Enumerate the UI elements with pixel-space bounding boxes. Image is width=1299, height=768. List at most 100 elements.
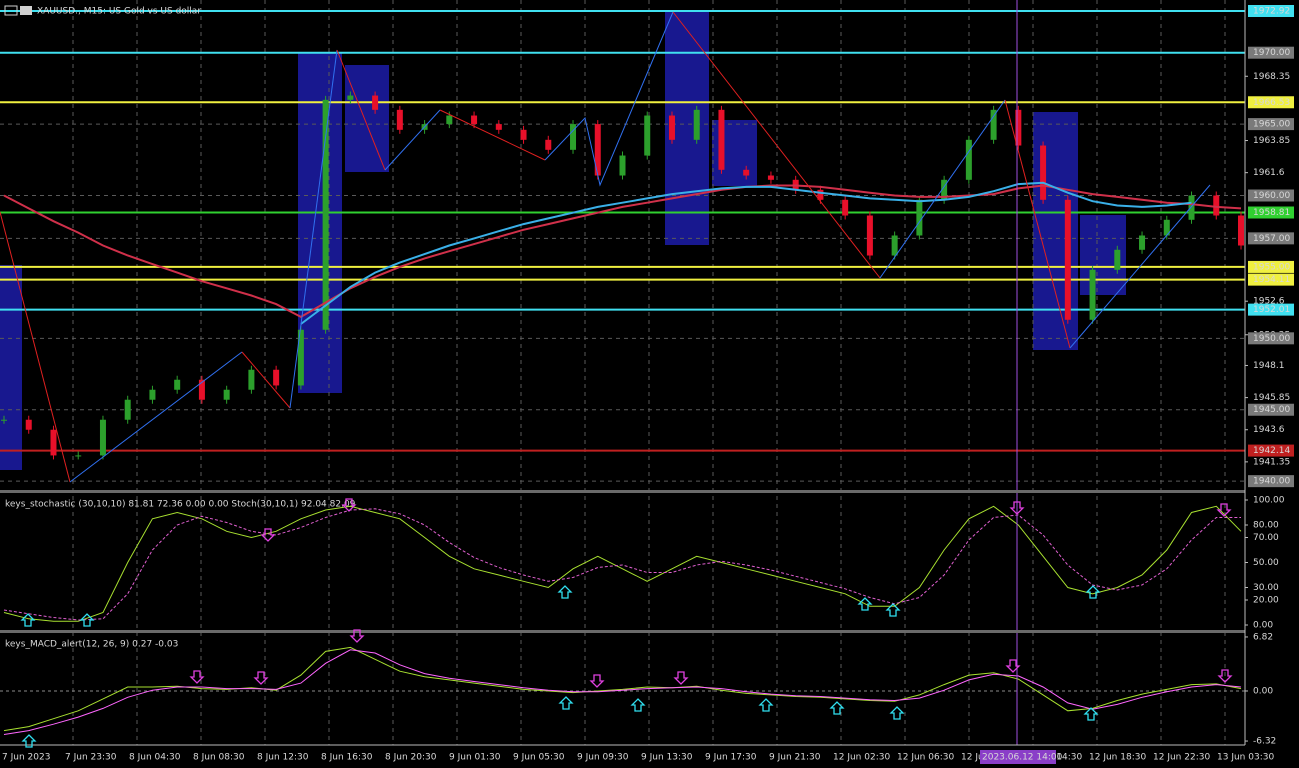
candle xyxy=(347,95,354,100)
zone xyxy=(345,65,389,172)
candle xyxy=(1114,249,1121,270)
y-tick-label: 1970.00 xyxy=(1253,48,1290,58)
sell-arrow xyxy=(349,629,365,643)
x-tick-label: 9 Jun 05:30 xyxy=(513,753,565,763)
candle xyxy=(372,95,379,110)
buy-arrow xyxy=(630,698,646,712)
x-tick-label: 12 Jun 06:30 xyxy=(897,753,954,763)
level-label: 1942.14 xyxy=(1253,446,1290,456)
y-tick-label: 0.00 xyxy=(1253,621,1273,631)
panel-divider xyxy=(0,490,1245,493)
sell-arrow xyxy=(1216,503,1232,517)
zigzag-up xyxy=(544,11,674,187)
series-line xyxy=(3,505,1242,622)
tick-box xyxy=(1248,189,1294,202)
sell-arrow xyxy=(1009,501,1025,515)
x-tick-label: 9 Jun 13:30 xyxy=(641,753,693,763)
candle xyxy=(396,109,403,130)
buy-arrow xyxy=(79,613,95,627)
candle xyxy=(1163,219,1170,236)
candle xyxy=(718,109,725,170)
x-tick-label: 12 Jun 22:30 xyxy=(1153,753,1210,763)
y-tick-label: 1957.00 xyxy=(1253,234,1290,244)
candle xyxy=(223,389,230,400)
y-tick-label: 0.00 xyxy=(1253,686,1273,696)
zigzag-down xyxy=(672,11,881,279)
y-tick-label: 1952.6 xyxy=(1253,297,1285,307)
level-box xyxy=(1248,444,1294,457)
level-box xyxy=(1248,96,1294,109)
candle xyxy=(297,329,304,386)
sell-arrow xyxy=(189,670,205,684)
buy-arrow xyxy=(857,597,873,611)
zigzag-down xyxy=(0,211,71,483)
candle xyxy=(1015,109,1022,146)
y-tick-label: 80.00 xyxy=(1253,521,1279,531)
candle xyxy=(743,169,750,176)
candle xyxy=(75,455,82,457)
x-tick-label: 12 Jun 02:30 xyxy=(833,753,890,763)
y-tick-label: 70.00 xyxy=(1253,533,1279,543)
candle xyxy=(471,115,478,125)
x-tick-label: 8 Jun 12:30 xyxy=(257,753,309,763)
crosshair-label: 2023.06.12 14:00 xyxy=(982,753,1063,763)
buy-arrow xyxy=(758,698,774,712)
x-tick-label: 8 Jun 20:30 xyxy=(385,753,437,763)
series-line xyxy=(3,649,1242,735)
icon xyxy=(4,5,18,16)
zigzag-up xyxy=(69,351,243,483)
y-tick-label: 1961.6 xyxy=(1253,168,1285,178)
sell-arrow xyxy=(673,671,689,685)
candle xyxy=(99,419,106,456)
indicator-title: keys_MACD_alert(12, 26, 9) 0.27 -0.03 xyxy=(5,640,178,650)
level-label: 1966.53 xyxy=(1253,98,1290,108)
sell-arrow xyxy=(1217,669,1233,683)
level-box xyxy=(1248,303,1294,316)
buy-arrow xyxy=(829,701,845,715)
candle xyxy=(495,124,502,130)
candle xyxy=(520,129,527,140)
x-tick-label: 7 Jun 2023 xyxy=(2,753,50,763)
y-tick-label: 1945.85 xyxy=(1253,393,1290,403)
candle xyxy=(248,369,255,390)
signal-arrows xyxy=(20,498,1233,748)
series-line xyxy=(3,184,1242,319)
panel-divider xyxy=(0,630,1245,633)
y-tick-label: 20.00 xyxy=(1253,596,1279,606)
candle xyxy=(668,115,675,140)
sell-arrow xyxy=(341,498,357,512)
buy-arrow xyxy=(21,734,37,748)
sell-arrow xyxy=(253,671,269,685)
indicator-title: keys_stochastic (30,10,10) 81.81 72.36 0… xyxy=(5,500,356,510)
sell-arrow xyxy=(260,528,276,542)
candle xyxy=(198,379,205,400)
y-tick-label: 1965.00 xyxy=(1253,120,1290,130)
buy-arrow xyxy=(557,585,573,599)
zigzag-up xyxy=(384,109,441,171)
buy-arrow xyxy=(20,613,36,627)
candle xyxy=(124,399,131,420)
candle xyxy=(1238,215,1244,246)
level-box xyxy=(1248,4,1294,17)
level-label: 1958.81 xyxy=(1253,208,1290,218)
icon xyxy=(20,6,32,15)
zone xyxy=(0,265,22,470)
level-label: 1954.11 xyxy=(1253,275,1290,285)
x-tick-label: 9 Jun 17:30 xyxy=(705,753,757,763)
candle xyxy=(570,124,577,150)
zone xyxy=(298,52,342,393)
candle xyxy=(965,139,972,180)
tick-box xyxy=(1248,118,1294,131)
candle xyxy=(1139,235,1146,250)
level-label: 1952.01 xyxy=(1253,305,1290,315)
y-tick-label: 100.00 xyxy=(1253,496,1285,506)
buy-arrow xyxy=(1085,585,1101,599)
y-tick-label: 50.00 xyxy=(1253,558,1279,568)
candle xyxy=(990,109,997,140)
x-tick-label: 9 Jun 21:30 xyxy=(769,753,821,763)
y-tick-label: -6.32 xyxy=(1253,737,1276,747)
candle xyxy=(767,175,774,180)
y-tick-label: 1945.00 xyxy=(1253,405,1290,415)
level-box xyxy=(1248,260,1294,273)
